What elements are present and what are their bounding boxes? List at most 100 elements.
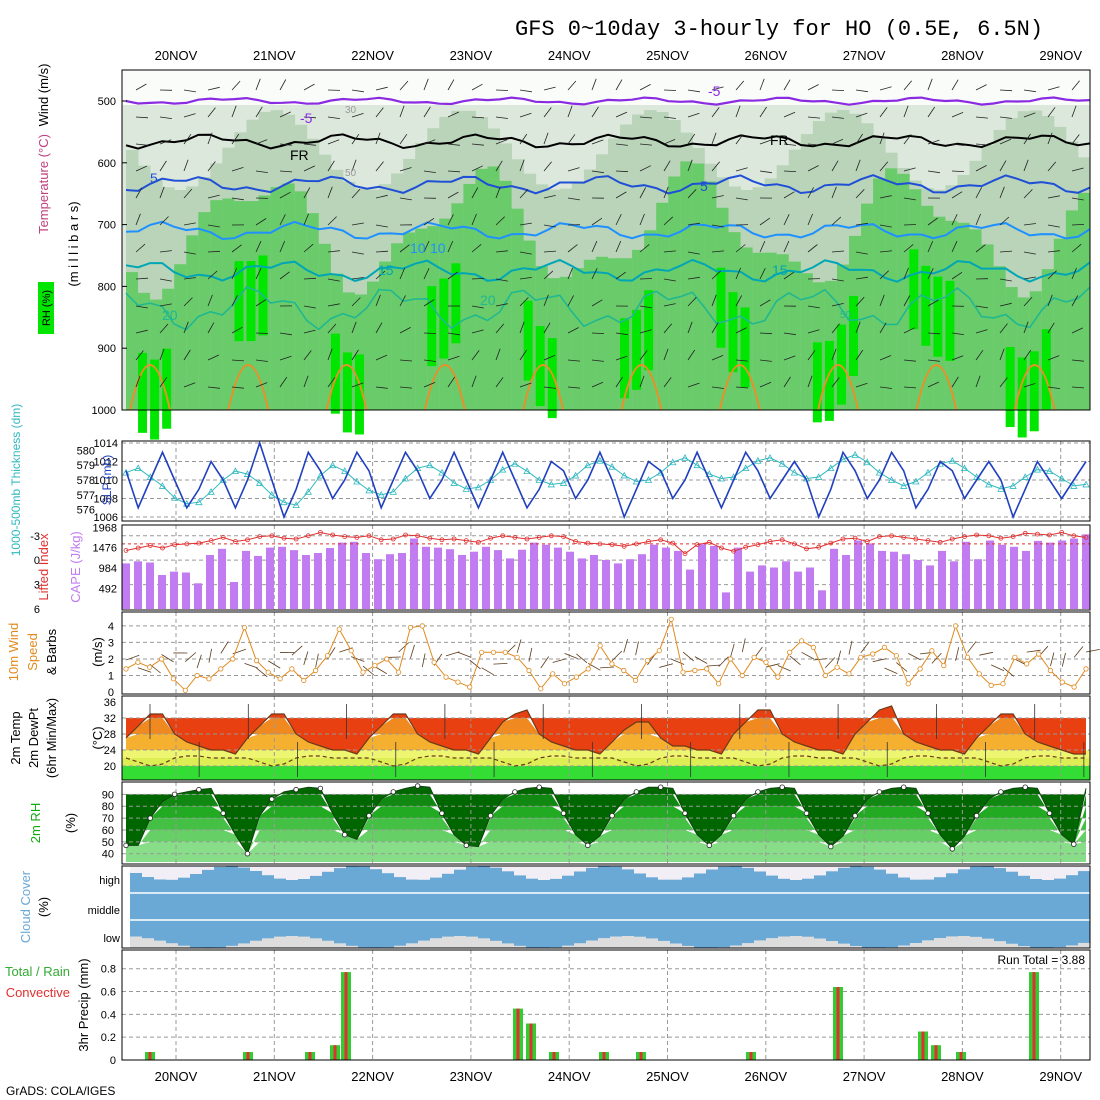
wind-barb (1023, 321, 1029, 334)
wind-barb (831, 377, 840, 388)
wind-speed-point (632, 677, 639, 684)
high-cloud-gap (538, 866, 550, 880)
wind-barb (687, 321, 693, 334)
thickness-point (997, 485, 1005, 492)
rh-axis-label: RH (%) (41, 290, 53, 326)
surface-wind-barb (694, 656, 708, 664)
wind-barb (495, 186, 501, 199)
wind-barb (1023, 112, 1036, 118)
wind-barb (687, 222, 700, 226)
wind-barb (855, 296, 865, 307)
rh-fill-band (126, 818, 1086, 854)
wind-barb (447, 271, 458, 280)
wind-barb (423, 332, 437, 334)
precip-convective-bar (308, 1052, 312, 1060)
wind-barb (999, 138, 1012, 145)
date-label-top: 28NOV (941, 48, 984, 63)
thickness-point (523, 467, 531, 475)
li-point (743, 544, 749, 550)
wind-barb (975, 143, 989, 146)
wind-barb (423, 139, 436, 145)
wind-barb (951, 79, 959, 91)
wind-barb (903, 167, 916, 172)
surface-wind-barb (623, 638, 628, 653)
wind-barb (759, 359, 772, 362)
thickness-point (1009, 482, 1017, 489)
wind-barb (495, 278, 508, 282)
surface-wind-barb (908, 653, 921, 661)
wind-barb (207, 250, 221, 253)
surface-wind-barb (445, 651, 460, 657)
high-cloud-gap (658, 866, 670, 880)
wind-barb (231, 133, 240, 145)
wind-barb (543, 354, 556, 361)
wind-speed-point (372, 662, 378, 669)
wind-axis-label-b: Speed (25, 633, 40, 671)
thickness-point (547, 480, 555, 488)
temp-tick: 28 (104, 729, 116, 741)
wind-barb (831, 216, 842, 226)
surface-wind-barb (884, 667, 898, 674)
wind-barb (687, 133, 696, 145)
wind-speed-point (952, 623, 959, 629)
surface-wind-barb (268, 660, 281, 669)
rh-point (147, 815, 153, 821)
wind-barb (975, 165, 987, 172)
rh-green-cell (1065, 210, 1079, 410)
wind-speed-point (893, 653, 900, 659)
cape-bar (470, 551, 478, 609)
li-point (366, 533, 372, 539)
wind-speed-point (324, 653, 331, 659)
precip-convective-bar (959, 1052, 963, 1060)
cape-bar (506, 558, 514, 609)
wind-barb (999, 216, 1010, 226)
cape-tick: 984 (99, 563, 117, 575)
wind-barb (591, 78, 597, 91)
thickness-point (887, 476, 896, 483)
thickness-point (717, 474, 726, 482)
cape-bar (194, 583, 202, 609)
date-label-top: 24NOV (548, 48, 591, 63)
wind-barb (519, 349, 527, 361)
surface-wind-barb (671, 658, 685, 665)
wind-barb (135, 116, 149, 119)
wind-barb (639, 278, 653, 280)
wind-barb (951, 240, 958, 253)
wind-barb (855, 222, 868, 226)
high-cloud-gap (1042, 866, 1054, 880)
wind-barb (495, 303, 508, 307)
wind-barb (999, 377, 1008, 388)
wind-barb (471, 213, 477, 226)
cape-bar (746, 571, 754, 609)
thickness-point (450, 479, 458, 486)
wind-barb (231, 244, 242, 253)
wind-barb (1071, 224, 1085, 226)
surface-wind-barb (184, 652, 197, 663)
surface-temp-contour (129, 364, 171, 411)
cape-bar (866, 543, 874, 609)
li-point (451, 536, 457, 542)
cape-bar (926, 565, 934, 609)
wind-barb (687, 276, 700, 280)
wind-barb (735, 167, 748, 172)
wind-barb (855, 276, 868, 280)
high-cloud-gap (190, 866, 202, 874)
wind-barb (423, 382, 436, 388)
rh-point (803, 810, 810, 816)
li-point (658, 537, 664, 543)
cape-bar (734, 547, 742, 609)
cape-axis-label: CAPE (J/kg) (68, 531, 83, 603)
wind-barb (423, 299, 435, 307)
rh-green-cell (475, 168, 488, 410)
wind-barb (399, 359, 413, 362)
low-cloud-gap (478, 938, 490, 948)
wind-barb (663, 89, 677, 91)
wind-barb (591, 217, 603, 226)
wind-barb (159, 160, 167, 172)
level-tick: 1000 (92, 405, 116, 417)
wind-barb (351, 188, 361, 199)
surface-wind-barb (600, 666, 615, 669)
high-cloud-gap (802, 866, 814, 879)
cape-bar (158, 575, 166, 609)
wind-barb (471, 116, 485, 119)
